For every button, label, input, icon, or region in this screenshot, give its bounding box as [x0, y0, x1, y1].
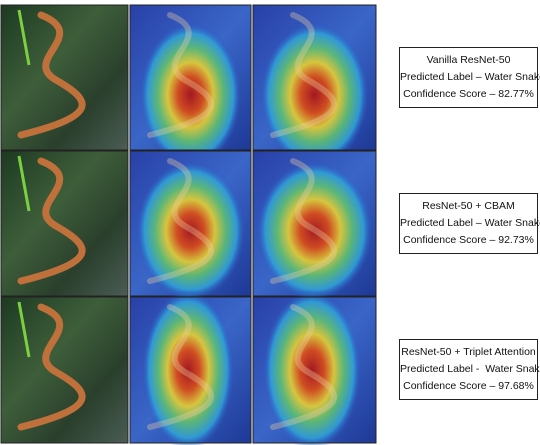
image-grid — [0, 0, 380, 445]
caption-line: Predicted Label - Water Snake — [400, 361, 537, 378]
caption-line: ResNet-50 + Triplet Attention — [400, 344, 537, 361]
heat-region — [140, 22, 242, 167]
caption-line: Predicted Label – Water Snake — [400, 69, 537, 86]
input-image — [1, 5, 128, 150]
caption-line: Vanilla ResNet-50 — [400, 52, 537, 69]
caption-line: Confidence Score – 92.73% — [400, 232, 537, 249]
caption-line: Predicted Label – Water Snake — [400, 215, 537, 232]
heat-region — [260, 22, 368, 167]
caption-line: Confidence Score – 82.77% — [400, 86, 537, 103]
heat-region — [142, 290, 234, 445]
figure: {"rows": [ {"lines": ["Vanilla ResNet-50… — [0, 0, 540, 445]
input-image — [1, 297, 128, 443]
input-image — [1, 151, 128, 296]
caption-line: ResNet-50 + CBAM — [400, 198, 537, 215]
heat-region — [263, 290, 361, 445]
caption-line: Confidence Score – 97.68% — [400, 378, 537, 395]
